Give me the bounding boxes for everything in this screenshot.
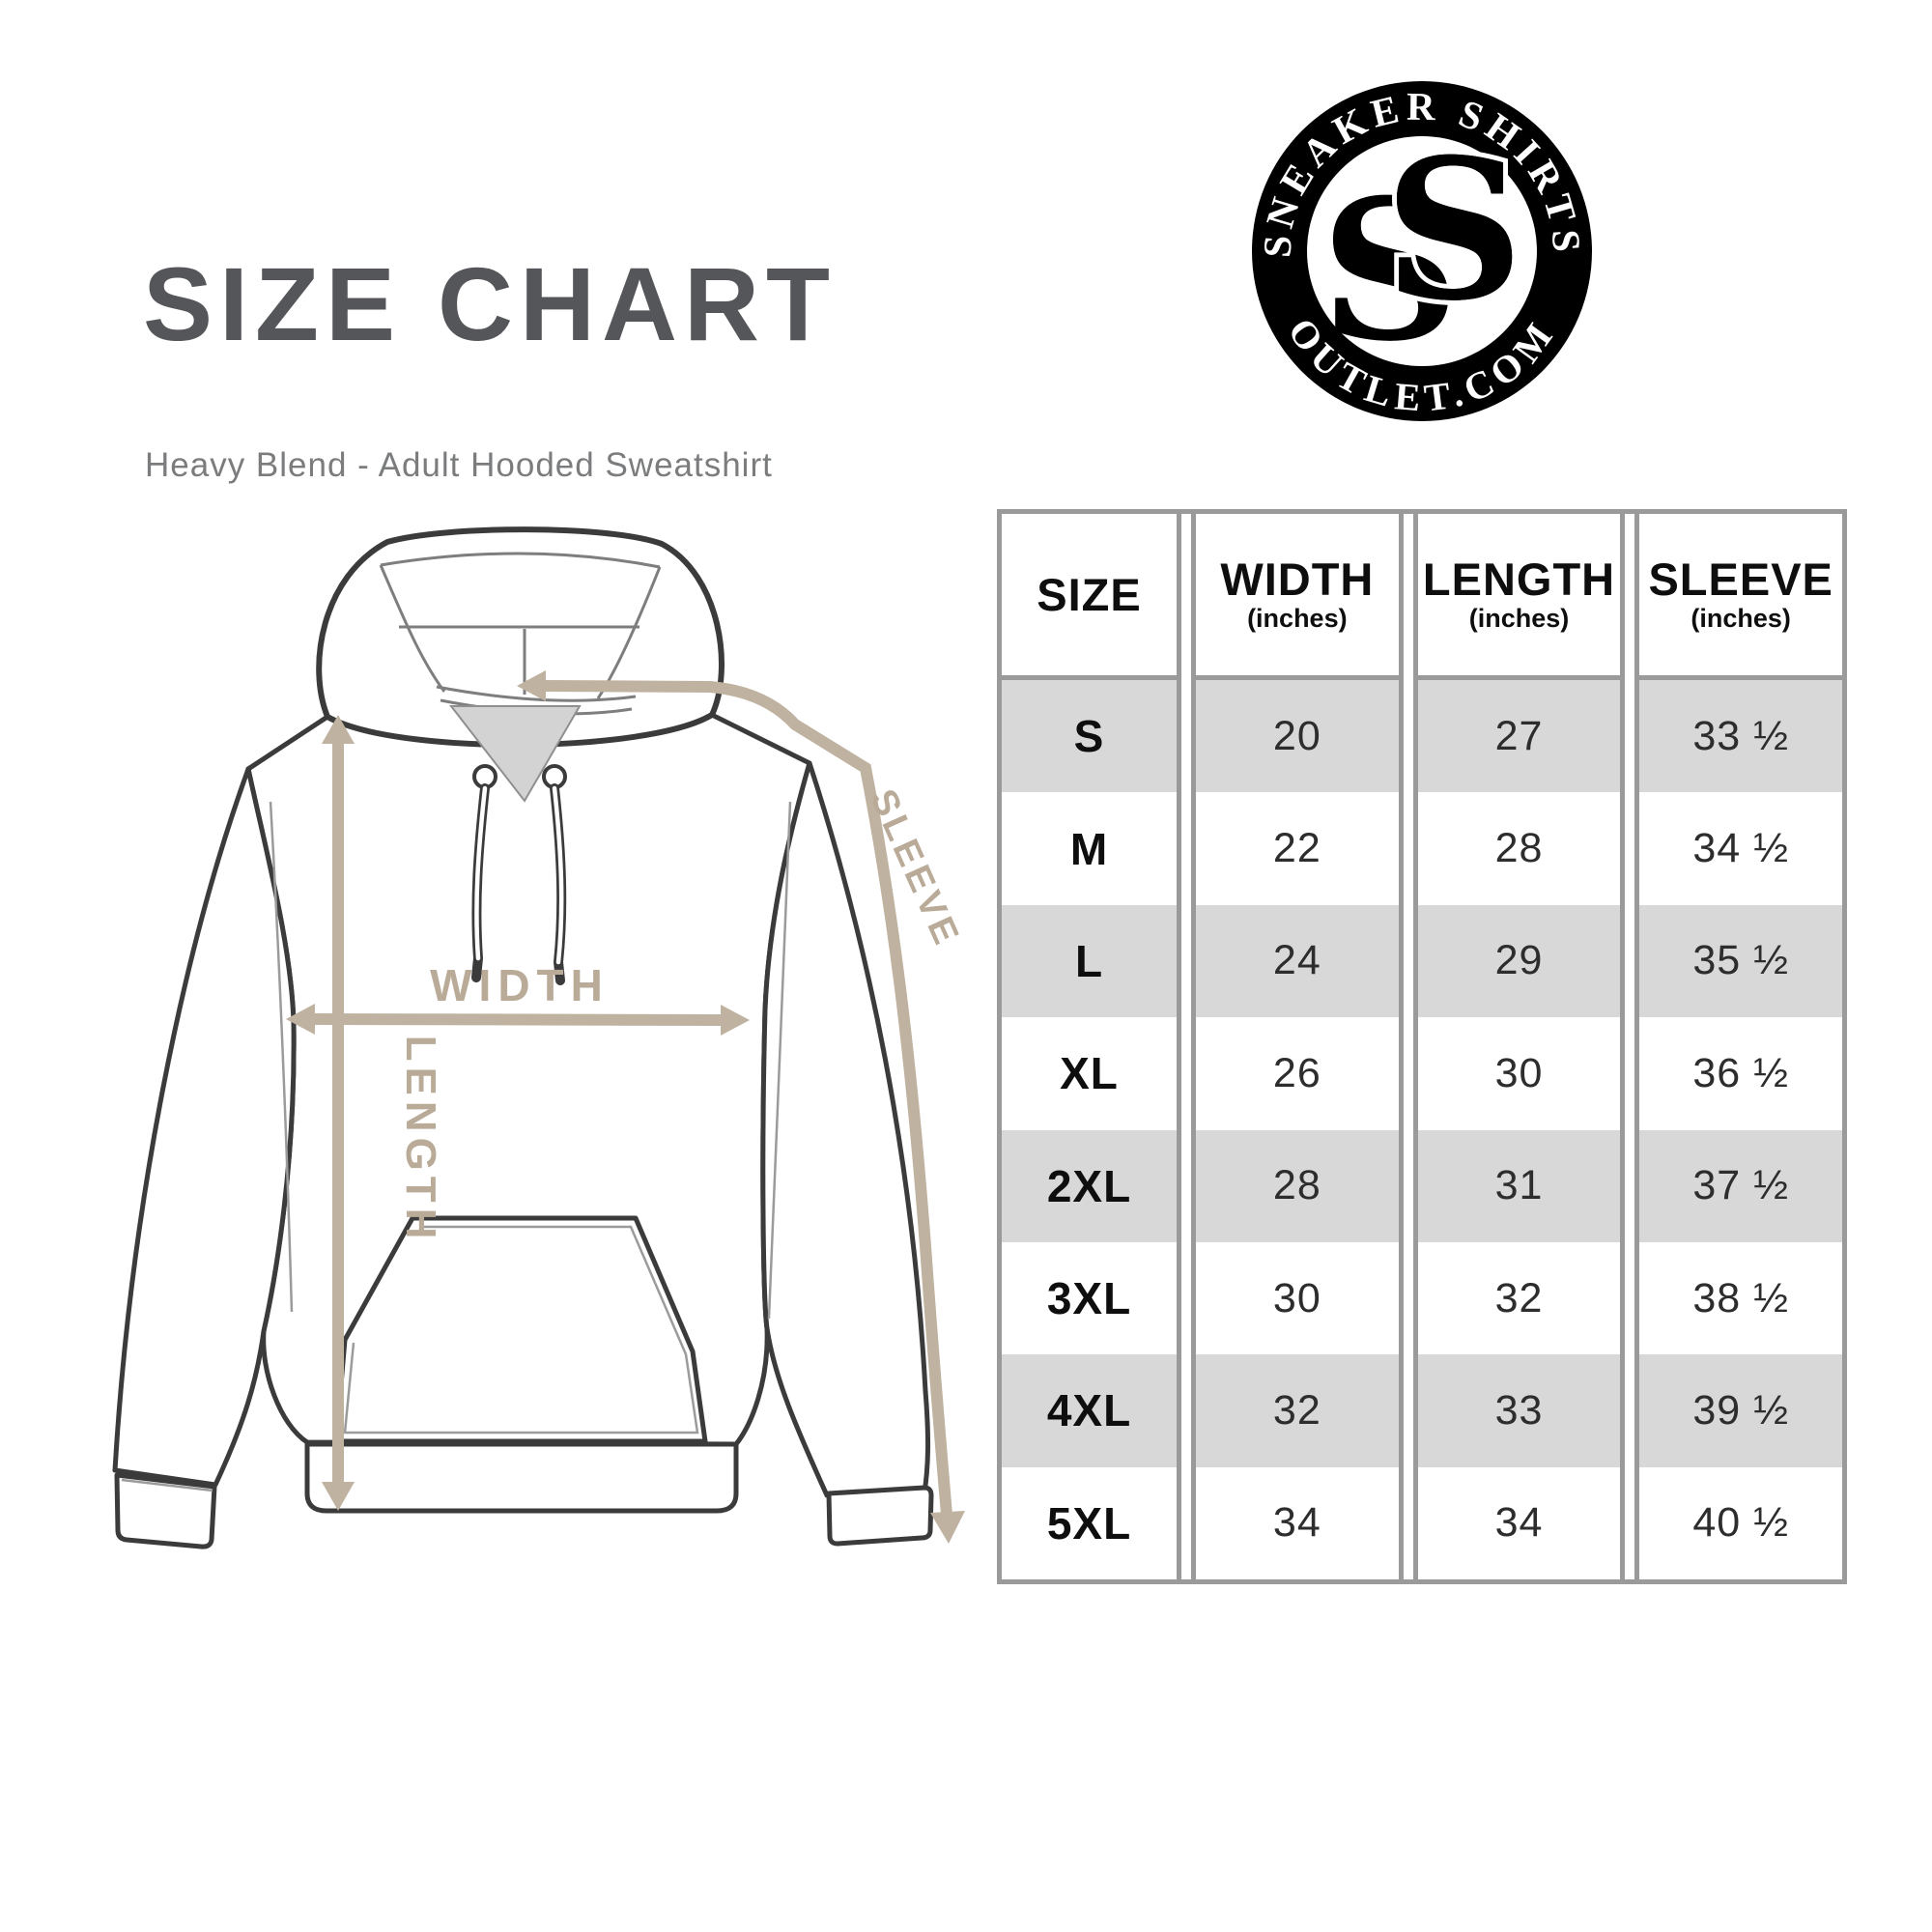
- svg-text:S: S: [1384, 117, 1523, 344]
- value-cell-L-sleeve: 35 ½: [1639, 904, 1843, 1018]
- logo-ss-monogram: S S S: [1321, 112, 1528, 384]
- value-cell-S-length: 27: [1417, 680, 1621, 793]
- hoodie-pocket: [333, 1215, 708, 1444]
- hood-neck-triangle: [448, 705, 582, 803]
- column-header-sleeve: SLEEVE (inches): [1639, 514, 1843, 680]
- hoodie-outline: [112, 526, 934, 1549]
- value-cell-2XL-length: 31: [1417, 1129, 1621, 1242]
- value-cell-3XL-length: 32: [1494, 1274, 1544, 1321]
- hoodie-left-sleeve: [112, 766, 297, 1488]
- value-cell-XL-sleeve: 36 ½: [1692, 1049, 1789, 1096]
- hoodie-drawstrings: [471, 764, 567, 985]
- value-cell-S-sleeve: 33 ½: [1639, 680, 1843, 793]
- svg-text:S: S: [1384, 117, 1523, 344]
- hoodie-measure-diagram: WIDTH LENGTH SLEEVE: [112, 526, 968, 1549]
- value-cell-4XL-sleeve: 39 ½: [1639, 1354, 1843, 1467]
- hoodie-right-cuff: [826, 1485, 934, 1547]
- brand-logo: SNEAKER SHIRTS OUTLET.COM S S S: [1252, 81, 1592, 421]
- column-header-width: WIDTH (inches): [1196, 514, 1399, 680]
- hoodie-seam-lines: [121, 801, 792, 1492]
- value-cell-XL-length: 30: [1494, 1049, 1544, 1096]
- value-cell-3XL-width: 30: [1272, 1274, 1321, 1321]
- value-cell-5XL-width: 34: [1272, 1499, 1321, 1547]
- hoodie-right-sleeve: [760, 760, 931, 1498]
- column-header-size: SIZE: [1002, 514, 1177, 680]
- width-label: WIDTH: [430, 960, 610, 1010]
- value-cell-S-width: 20: [1196, 680, 1399, 793]
- value-cell-4XL-length: 33: [1417, 1354, 1621, 1467]
- table-column-size: SIZE S M L XL 2XL 3XL 4XL 5XL: [1002, 514, 1181, 1579]
- size-cell-4XL-size: 4XL: [1002, 1354, 1177, 1467]
- value-cell-5XL-length: 34: [1494, 1499, 1544, 1547]
- value-cell-5XL-sleeve: 40 ½: [1692, 1499, 1789, 1547]
- hoodie-left-cuff: [114, 1472, 217, 1549]
- page-subtitle: Heavy Blend - Adult Hooded Sweatshirt: [145, 446, 773, 484]
- svg-text:S: S: [1321, 157, 1460, 384]
- table-column-width: WIDTH (inches) 20 22 24 26 28 30 32 34: [1191, 514, 1404, 1579]
- length-label: LENGTH: [397, 1036, 444, 1245]
- value-cell-L-width: 24: [1196, 904, 1399, 1018]
- size-cell-L-size: L: [1002, 904, 1177, 1018]
- size-cell-5XL-size: 5XL: [1046, 1497, 1132, 1548]
- measure-arrowheads: [286, 670, 965, 1544]
- size-cell-XL-size: XL: [1060, 1048, 1119, 1099]
- size-cell-3XL-size: 3XL: [1046, 1273, 1132, 1324]
- value-cell-2XL-width: 28: [1196, 1129, 1399, 1242]
- column-header-length: LENGTH (inches): [1417, 514, 1621, 680]
- value-cell-2XL-sleeve: 37 ½: [1639, 1129, 1843, 1242]
- logo-inner-disc: [1307, 136, 1537, 366]
- sleeve-arrow-line: [543, 680, 952, 1516]
- value-cell-3XL-sleeve: 38 ½: [1692, 1274, 1789, 1321]
- page-title: SIZE CHART: [143, 245, 837, 362]
- table-column-sleeve: SLEEVE (inches) 33 ½ 34 ½ 35 ½ 36 ½ 37 ½ 38 ½ 39…: [1634, 514, 1843, 1579]
- value-cell-4XL-width: 32: [1196, 1354, 1399, 1467]
- value-cell-M-length: 28: [1494, 825, 1544, 872]
- hood-interior-lines: [379, 552, 662, 716]
- value-cell-L-length: 29: [1417, 904, 1621, 1018]
- hoodie-hem-band: [304, 1441, 739, 1514]
- measure-arrows: [312, 680, 952, 1516]
- value-cell-M-sleeve: 34 ½: [1692, 825, 1789, 872]
- size-cell-M-size: M: [1069, 823, 1109, 874]
- value-cell-XL-width: 26: [1272, 1049, 1321, 1096]
- size-cell-2XL-size: 2XL: [1002, 1129, 1177, 1242]
- value-cell-M-width: 22: [1272, 825, 1321, 872]
- size-cell-S-size: S: [1002, 680, 1177, 793]
- size-table: SIZE S M L XL 2XL 3XL 4XL 5XL WIDTH (inches) 20 22 24…: [997, 509, 1847, 1584]
- width-arrow-line: [312, 1013, 724, 1026]
- table-column-length: LENGTH (inches) 27 28 29 30 31 32 33 34: [1412, 514, 1626, 1579]
